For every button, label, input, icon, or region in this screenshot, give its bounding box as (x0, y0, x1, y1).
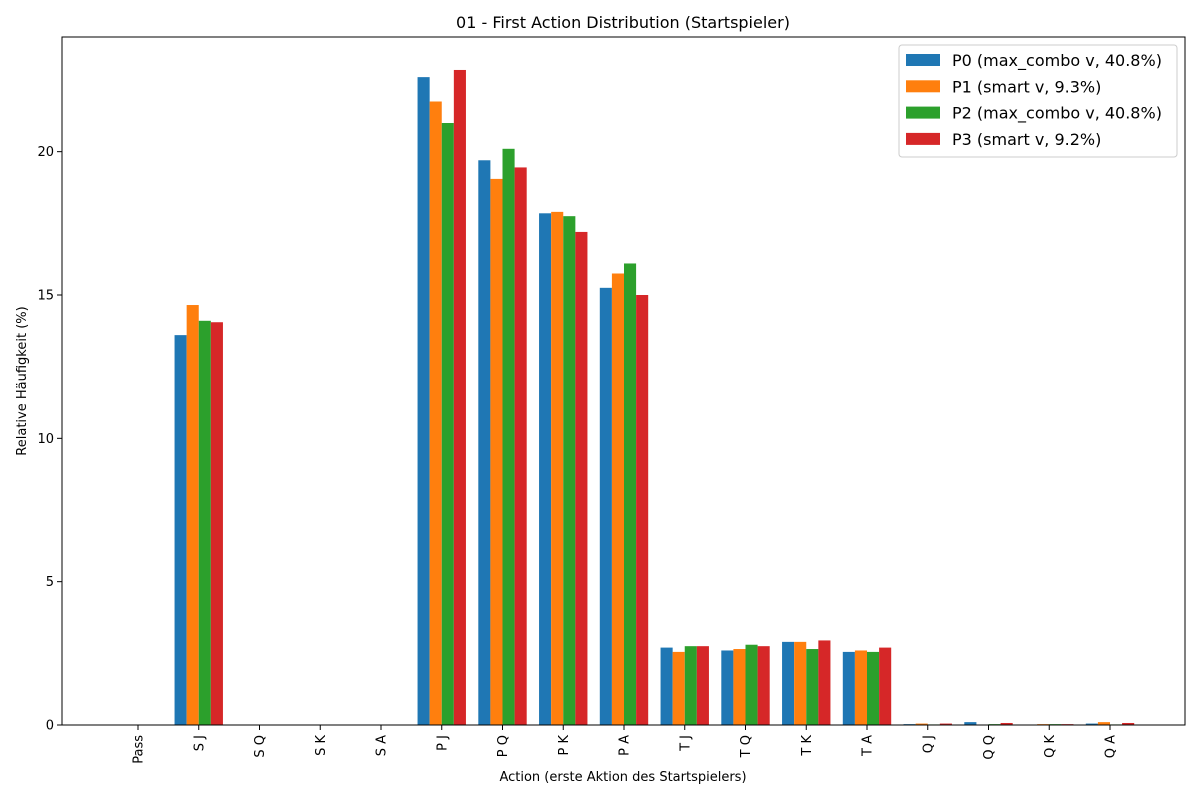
bar-p1-t-q (733, 649, 746, 725)
bar-p3-p-q (514, 167, 527, 725)
x-tick-label: Q J (921, 735, 936, 753)
bar-p3-p-a (636, 295, 649, 725)
bar-p1-q-j (915, 723, 928, 725)
y-axis-label: Relative Häufigkeit (%) (15, 306, 30, 455)
x-tick-label: Q A (1104, 735, 1119, 758)
bar-p0-p-a (599, 287, 612, 725)
x-tick-label: S K (314, 735, 329, 756)
legend-entry-label: P3 (smart v, 9.2%) (952, 130, 1101, 149)
legend-swatch (906, 54, 940, 66)
legend-swatch (906, 132, 940, 145)
legend-swatch (906, 106, 940, 119)
x-axis-label: Action (erste Aktion des Startspielers) (499, 770, 746, 785)
y-tick-label: 10 (37, 432, 54, 447)
x-tick-label: S Q (253, 735, 268, 758)
x-tick-label: T A (861, 735, 876, 757)
x-axis-ticks: Pass S J S Q S K S A P J P Q P K P A T J T Q T K T A… (132, 725, 1119, 764)
x-tick-label: Q Q (982, 735, 997, 760)
bar-p3-q-q (1000, 722, 1013, 725)
bar-p3-q-j (939, 723, 952, 725)
x-tick-label: P K (557, 735, 572, 756)
legend-entry-label: P1 (smart v, 9.3%) (952, 77, 1101, 96)
x-tick-label: S A (375, 735, 390, 756)
chart-title: 01 - First Action Distribution (Startspi… (456, 13, 790, 32)
x-tick-label: P J (435, 735, 450, 751)
legend-frame (898, 44, 1178, 158)
bar-p3-t-a (879, 647, 892, 725)
y-tick-label: 20 (37, 145, 54, 160)
bar-p2-t-j (684, 646, 697, 725)
bar-p2-p-j (441, 123, 454, 725)
plot-frame (61, 36, 1186, 726)
bar-p1-t-k (794, 641, 807, 725)
bar-p2-t-a (867, 651, 880, 725)
bar-p3-s-j (210, 322, 223, 725)
bar-p1-p-q (490, 178, 503, 725)
bar-p3-p-j (453, 69, 466, 726)
bar-p1-t-j (672, 651, 685, 725)
x-tick-label: P A (618, 735, 633, 756)
bar-p2-t-q (745, 644, 758, 725)
bar-p1-q-a (1097, 722, 1110, 725)
x-tick-label: T Q (739, 735, 754, 758)
legend-swatch (906, 80, 940, 93)
bar-p0-t-k (782, 641, 795, 725)
bar-p1-p-j (429, 101, 442, 725)
bar-p1-t-a (854, 650, 867, 725)
bar-p3-t-q (757, 646, 770, 725)
x-tick-label: T K (800, 735, 815, 757)
x-tick-label: Pass (132, 735, 147, 764)
bar-p3-q-a (1122, 722, 1135, 725)
bar-p2-s-j (198, 320, 211, 725)
bar-p0-t-a (842, 651, 855, 725)
y-axis-ticks: 0 5 10 15 20 (37, 145, 62, 734)
bar-p1-s-j (186, 305, 199, 725)
x-tick-label: T J (678, 735, 693, 752)
bar-p1-p-a (611, 273, 624, 725)
bar-p2-t-k (806, 649, 819, 725)
legend-entry-label: P0 (max_combo v, 40.8%) (952, 51, 1162, 71)
y-tick-label: 0 (46, 719, 54, 734)
bar-p0-p-k (539, 213, 552, 726)
bars-group (174, 69, 1135, 726)
bar-p3-t-k (818, 640, 831, 725)
legend-entry-label: P2 (max_combo v, 40.8%) (952, 104, 1162, 124)
bar-p2-p-k (563, 216, 576, 726)
bar-p1-p-k (551, 211, 564, 725)
bar-p2-p-q (502, 148, 515, 726)
bar-p2-p-a (624, 263, 637, 725)
bar-p0-p-q (478, 160, 491, 725)
x-tick-label: S J (192, 735, 207, 751)
bar-p0-q-q (964, 722, 977, 725)
bar-p3-t-j (696, 646, 709, 725)
bar-p0-t-j (660, 647, 673, 725)
bar-p0-p-j (417, 77, 430, 725)
bar-p3-p-k (575, 231, 588, 725)
bar-p0-q-a (1085, 723, 1098, 725)
bar-p0-t-q (721, 650, 734, 725)
legend: P0 (max_combo v, 40.8%) P1 (smart v, 9.3%… (898, 44, 1178, 158)
y-tick-label: 5 (46, 575, 54, 590)
bar-p0-s-j (174, 335, 187, 725)
x-tick-label: Q K (1043, 735, 1058, 758)
y-tick-label: 15 (37, 289, 54, 304)
x-tick-label: P Q (496, 735, 511, 757)
